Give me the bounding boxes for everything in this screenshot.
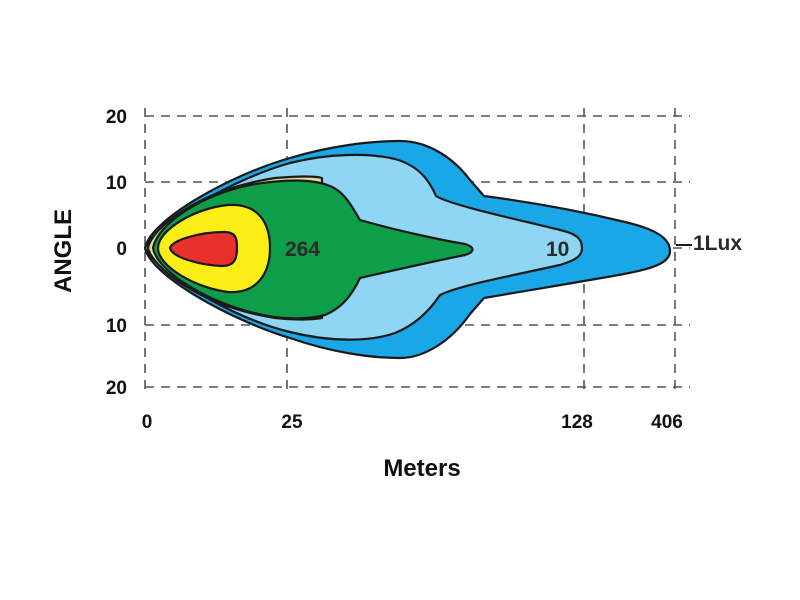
zone-red [168,230,239,268]
contour-label: 1Lux [693,232,742,255]
x-tick-label: 25 [281,412,303,433]
x-tick-label: 406 [651,412,683,433]
y-tick-label: 10 [106,316,127,337]
y-tick-label: 0 [116,239,127,260]
contour-labels: 264 10 1Lux [285,232,742,261]
y-axis-title: ANGLE [50,209,77,293]
x-tick-label: 0 [142,412,153,433]
y-axis-ticks: 20 10 0 10 20 [106,107,127,399]
contour-label: 264 [285,238,320,261]
contour-label: 10 [546,238,569,261]
x-axis-ticks: 0 25 128 406 [142,412,683,433]
y-tick-label: 10 [106,173,127,194]
zones [143,139,672,360]
x-tick-label: 128 [561,412,593,433]
x-axis-title: Meters [383,455,460,482]
y-tick-label: 20 [106,378,127,399]
y-tick-label: 20 [106,107,127,128]
